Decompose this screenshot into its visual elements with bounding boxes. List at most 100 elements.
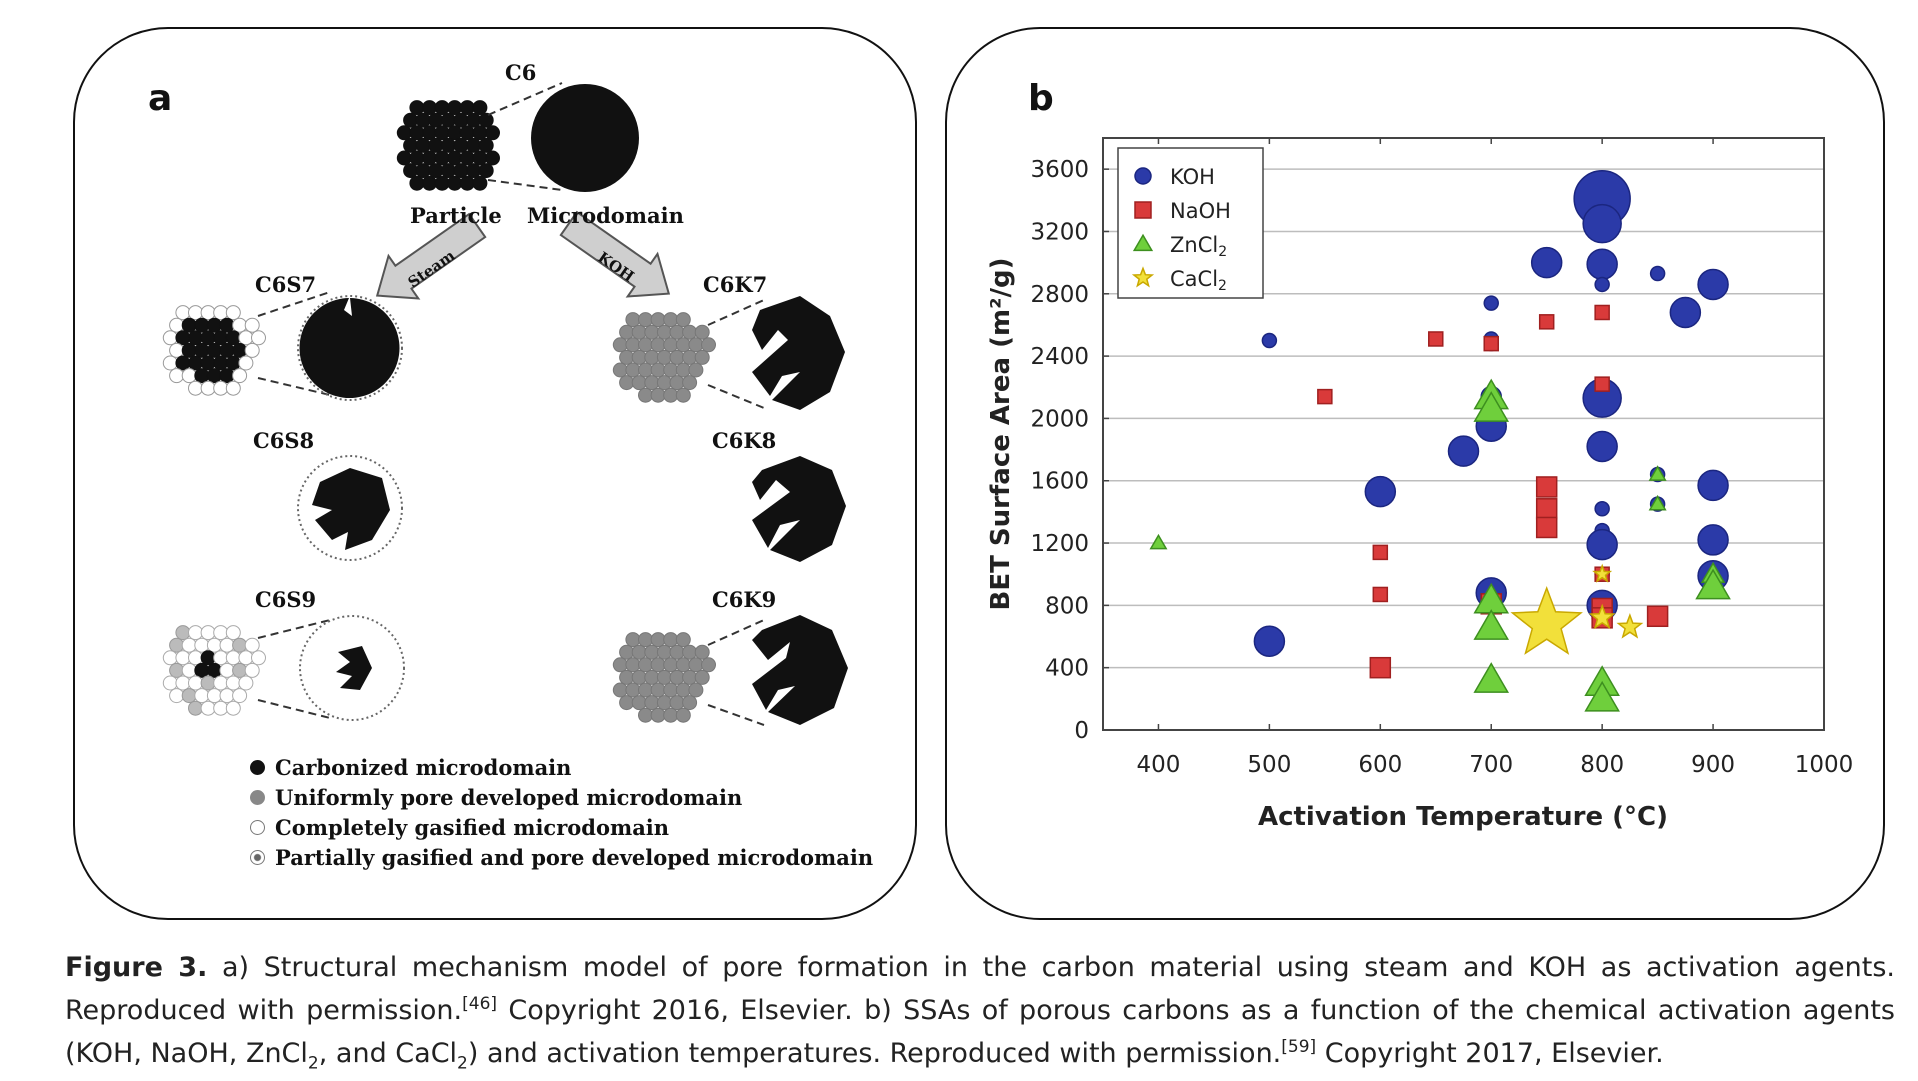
- zncl2-point: [1648, 465, 1667, 481]
- label-c6s7: C6S7: [255, 272, 317, 297]
- naoh-point: [1372, 544, 1389, 561]
- x-tick-label: 800: [1580, 752, 1624, 778]
- naoh-point: [1428, 331, 1444, 347]
- koh-point: [1483, 295, 1499, 311]
- zncl2-point: [1149, 533, 1168, 550]
- legend-item-gasified: Completely gasified microdomain: [250, 812, 873, 842]
- y-tick-label: 3200: [1030, 219, 1089, 245]
- chart-marks: [1149, 170, 1731, 712]
- naoh-point: [1538, 314, 1555, 330]
- caption-ref[interactable]: [46]: [462, 994, 498, 1014]
- legend-label: Uniformly pore developed microdomain: [275, 784, 743, 810]
- x-tick-label: 500: [1247, 752, 1291, 778]
- naoh-point: [1483, 335, 1499, 352]
- legend-item-partial: Partially gasified and pore developed mi…: [250, 842, 873, 872]
- star-legend-icon: [1131, 266, 1155, 288]
- x-tick-label: 1000: [1795, 752, 1854, 778]
- koh-point: [1649, 265, 1666, 282]
- koh-point: [1594, 501, 1610, 517]
- x-tick-label: 700: [1469, 752, 1513, 778]
- label-c6k9: C6K9: [712, 587, 777, 612]
- legend-item-uniform: Uniformly pore developed microdomain: [250, 782, 873, 812]
- legend-label: ZnCl2: [1170, 233, 1227, 260]
- zncl2-point: [1473, 609, 1510, 640]
- y-tick-label: 1200: [1030, 531, 1089, 557]
- x-tick-label: 900: [1691, 752, 1735, 778]
- koh-arrow: [559, 210, 671, 298]
- koh-point: [1364, 475, 1397, 508]
- zncl2-point: [1648, 494, 1667, 511]
- caption-text: a) Structural mechanism model of pore fo…: [65, 952, 1895, 1026]
- y-tick-label: 2400: [1030, 344, 1089, 370]
- circle-legend-icon: [1134, 167, 1152, 185]
- plot-frame: [1102, 137, 1825, 731]
- cacl2-point: [1592, 563, 1613, 583]
- c6k7-particle-cluster: [612, 312, 716, 403]
- c6s7-particle-cluster: [162, 305, 266, 396]
- y-tick-label: 3600: [1030, 157, 1089, 183]
- label-c6s8: C6S8: [253, 428, 315, 453]
- naoh-point: [1372, 586, 1389, 603]
- legend-label: CaCl2: [1170, 267, 1227, 294]
- legend-label: Partially gasified and pore developed mi…: [275, 844, 874, 870]
- koh-point: [1447, 435, 1480, 467]
- chart-legend: KOH NaOH ZnCl2 CaCl2: [1117, 147, 1264, 299]
- koh-point: [1669, 296, 1702, 329]
- chart-ticks: 0 400 800 1200 1600 2000 2400 2800 3200 3600 400 50…: [1030, 138, 1853, 778]
- legend-label: NaOH: [1170, 199, 1231, 223]
- c6-particle-cluster: [396, 100, 500, 191]
- naoh-point: [1535, 476, 1558, 498]
- caption-sub: 2: [457, 1053, 468, 1074]
- c6k9-microdomain: [752, 615, 848, 725]
- series-cacl2: [1510, 563, 1644, 655]
- c6k8-microdomain: [752, 456, 846, 562]
- caption-label: Figure 3.: [65, 952, 208, 983]
- label-microdomain: Microdomain: [527, 203, 684, 228]
- gray-dot-icon: [250, 789, 265, 805]
- c6s9-microdomain: [336, 646, 372, 690]
- caption-text: Copyright 2017, Elsevier.: [1316, 1038, 1664, 1069]
- panel-a-legend: Carbonized microdomain Uniformly pore de…: [250, 752, 873, 872]
- black-dot-icon: [250, 759, 265, 775]
- y-tick-label: 400: [1045, 656, 1089, 682]
- panel-b-letter: b: [1028, 78, 1054, 119]
- label-c6: C6: [505, 60, 537, 85]
- steam-arrow: [375, 212, 487, 300]
- y-tick-label: 2000: [1030, 406, 1089, 432]
- zncl2-point: [1473, 391, 1510, 422]
- naoh-point: [1535, 498, 1558, 520]
- label-c6k7: C6K7: [703, 272, 768, 297]
- triangle-legend-icon: [1132, 233, 1154, 252]
- x-tick-label: 400: [1137, 752, 1181, 778]
- koh-point: [1261, 332, 1278, 349]
- label-c6k8: C6K8: [712, 428, 777, 453]
- hollow-dot-icon: [250, 819, 265, 835]
- koh-point: [1697, 268, 1729, 301]
- c6-microdomain: [531, 84, 639, 192]
- legend-label: Completely gasified microdomain: [275, 814, 670, 840]
- koh-point: [1594, 276, 1610, 293]
- dotted-circle-icon: [250, 849, 265, 865]
- koh-point: [1697, 469, 1729, 502]
- koh-point: [1586, 528, 1618, 561]
- legend-label: Carbonized microdomain: [275, 754, 572, 780]
- panel-b: [945, 27, 1885, 920]
- caption-ref[interactable]: [59]: [1281, 1037, 1317, 1057]
- square-legend-icon: [1134, 201, 1152, 219]
- koh-point: [1586, 248, 1618, 280]
- c6s8-microdomain: [312, 468, 390, 550]
- label-c6s9: C6S9: [255, 587, 317, 612]
- panel-a-letter: a: [148, 78, 173, 119]
- x-tick-label: 600: [1358, 752, 1402, 778]
- zncl2-point: [1584, 680, 1620, 712]
- series-zncl2: [1149, 378, 1731, 712]
- y-tick-label: 2800: [1030, 282, 1089, 308]
- c6k9-particle-cluster: [612, 632, 716, 723]
- koh-point: [1697, 524, 1729, 556]
- koh-point: [1253, 625, 1286, 657]
- c6k7-microdomain: [752, 296, 845, 410]
- cacl2-point: [1510, 585, 1583, 655]
- naoh-point: [1646, 605, 1669, 628]
- c6s7-microdomain: [299, 298, 400, 398]
